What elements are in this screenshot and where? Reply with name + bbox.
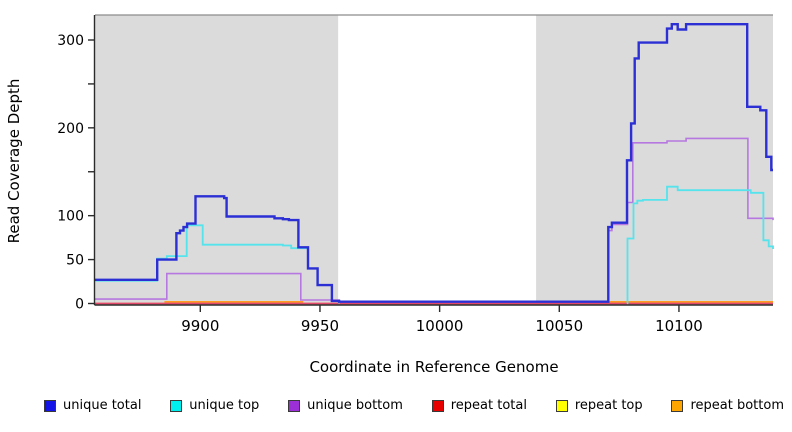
y-tick-label: 100 [57, 209, 84, 225]
x-tick-label: 9950 [301, 317, 339, 335]
series-unique-top [626, 185, 774, 305]
legend-item-repeat-top: repeat top [555, 398, 643, 413]
legend-item-unique-top: unique top [170, 398, 259, 413]
legend-item-repeat-bottom: repeat bottom [671, 398, 784, 413]
y-tick-label: 50 [66, 253, 84, 269]
y-tick-label: 0 [75, 297, 84, 313]
legend-label: repeat bottom [690, 398, 784, 413]
legend-item-unique-total: unique total [44, 398, 141, 413]
y-tick-label: 200 [57, 121, 84, 137]
y-axis-title: Read Coverage Depth [5, 78, 23, 244]
series-unique-bottom [95, 137, 774, 303]
y-tick-label: 300 [57, 33, 84, 49]
legend-label: unique bottom [307, 398, 403, 413]
x-tick-label: 9900 [181, 317, 219, 335]
shaded-region [536, 15, 773, 304]
legend-swatch-icon [555, 399, 568, 412]
legend-swatch-icon [671, 399, 684, 412]
shaded-region [95, 15, 339, 304]
legend-swatch-icon [170, 399, 183, 412]
series-group [95, 23, 774, 305]
legend-label: repeat top [574, 398, 643, 413]
legend-item-repeat-total: repeat total [431, 398, 527, 413]
x-axis-title: Coordinate in Reference Genome [309, 358, 559, 376]
x-tick-label: 10000 [416, 317, 464, 335]
series-unique-total [95, 23, 773, 303]
x-tick-label: 10100 [655, 317, 703, 335]
legend: unique total unique top unique bottom repea… [44, 398, 784, 413]
legend-swatch-icon [44, 399, 56, 412]
x-tick-label: 10050 [535, 317, 583, 335]
legend-swatch-icon [288, 399, 301, 412]
legend-swatch-icon [431, 399, 444, 412]
legend-item-unique-bottom: unique bottom [288, 398, 403, 413]
legend-label: unique total [63, 398, 142, 413]
legend-label: repeat total [450, 398, 527, 413]
legend-label: unique top [189, 398, 260, 413]
